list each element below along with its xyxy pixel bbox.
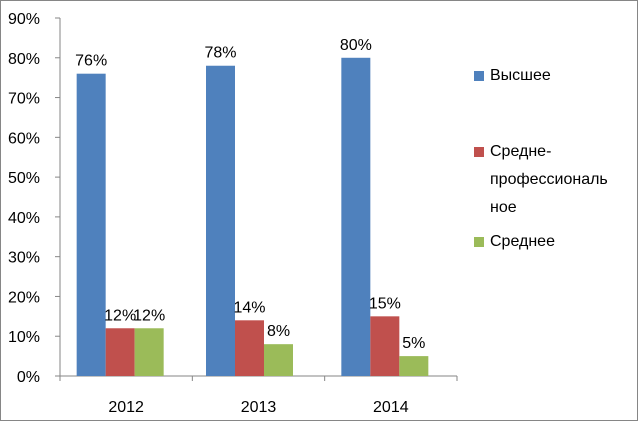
legend-item-higher: Высшее bbox=[470, 62, 630, 90]
legend-label-line: ное bbox=[490, 199, 517, 216]
bar bbox=[370, 316, 400, 376]
legend-swatch bbox=[474, 237, 484, 247]
bar bbox=[264, 344, 293, 376]
data-label: 5% bbox=[402, 335, 425, 352]
legend-swatch bbox=[474, 71, 484, 81]
data-labels: 76% 12%12% 78% 14%8% 80% 15% 5% bbox=[75, 37, 425, 352]
data-label: 14% bbox=[233, 299, 265, 316]
y-tick-label: 50% bbox=[8, 170, 40, 187]
y-tick-label: 40% bbox=[8, 210, 40, 227]
legend: Высшее Средне- профессиональ ное Среднее bbox=[470, 62, 630, 256]
legend-swatch bbox=[474, 147, 484, 157]
bar bbox=[134, 328, 164, 376]
axes: 0% 10% 20% 30% 40% 50% 60% 70% 80% 90% 2012 2013 201… bbox=[8, 11, 458, 416]
data-label: 12% bbox=[104, 307, 136, 324]
legend-label-line: профессиональ bbox=[490, 171, 608, 188]
x-tick-label: 2014 bbox=[373, 399, 409, 416]
legend-label: Среднее bbox=[490, 233, 555, 250]
y-tick-label: 30% bbox=[8, 250, 40, 267]
data-label: 76% bbox=[75, 53, 107, 70]
data-label: 8% bbox=[267, 323, 290, 340]
x-tick-label: 2012 bbox=[108, 399, 144, 416]
y-tick-label: 60% bbox=[8, 130, 40, 147]
bar bbox=[341, 57, 371, 377]
data-label: 80% bbox=[340, 37, 372, 54]
bars bbox=[76, 57, 429, 377]
y-tick-label: 10% bbox=[8, 329, 40, 346]
bar bbox=[206, 65, 235, 376]
data-label: 78% bbox=[204, 45, 236, 62]
bar bbox=[235, 320, 264, 376]
data-label: 15% bbox=[369, 295, 401, 312]
legend-label-line: Средне- bbox=[490, 143, 552, 160]
legend-item-vocational: Средне- профессиональ ное bbox=[470, 138, 630, 222]
legend-item-secondary: Среднее bbox=[470, 228, 630, 256]
y-tick-label: 70% bbox=[8, 91, 40, 108]
y-tick-label: 20% bbox=[8, 289, 40, 306]
y-tick-label: 80% bbox=[8, 51, 40, 68]
data-label: 12% bbox=[133, 307, 165, 324]
bar bbox=[76, 73, 106, 376]
x-tick-label: 2013 bbox=[241, 399, 277, 416]
legend-label: Высшее bbox=[490, 67, 551, 84]
y-tick-label: 0% bbox=[17, 369, 40, 386]
y-tick-label: 90% bbox=[8, 11, 40, 28]
bar bbox=[399, 356, 429, 376]
bar bbox=[105, 328, 135, 376]
